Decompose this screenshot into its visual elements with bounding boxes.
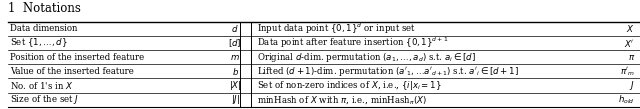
Text: $\pi'_m$: $\pi'_m$	[620, 65, 635, 78]
Text: $[d]$: $[d]$	[228, 37, 242, 49]
Text: Value of the inserted feature: Value of the inserted feature	[10, 67, 134, 76]
Text: $b$: $b$	[232, 66, 239, 77]
Text: 1  Notations: 1 Notations	[8, 2, 81, 15]
Text: $m$: $m$	[230, 53, 240, 62]
Text: Lifted $(d+1)$-dim. permutation $(a'_1,\ldots a'_{d+1})$ s.t. $a'_i \in [d+1]$: Lifted $(d+1)$-dim. permutation $(a'_1,\…	[257, 65, 519, 78]
Text: Original $d$-dim. permutation $(a_1,\ldots,a_d)$ s.t. $a_i \in [d]$: Original $d$-dim. permutation $(a_1,\ldo…	[257, 51, 476, 64]
Text: Data dimension: Data dimension	[10, 24, 77, 33]
Text: $\pi$: $\pi$	[628, 53, 635, 62]
Text: Set $\{1,\ldots,d\}$: Set $\{1,\ldots,d\}$	[10, 37, 68, 49]
Text: $|J|$: $|J|$	[230, 93, 240, 106]
Text: Size of the set $J$: Size of the set $J$	[10, 93, 79, 106]
Text: $|X|$: $|X|$	[229, 79, 241, 92]
Text: No. of 1's in $X$: No. of 1's in $X$	[10, 80, 74, 91]
Text: $X$: $X$	[627, 23, 635, 34]
Text: Data point after feature insertion $\{0,1\}^{d+1}$: Data point after feature insertion $\{0,…	[257, 36, 449, 50]
Text: $d$: $d$	[232, 23, 239, 34]
Text: Set of non-zero indices of $X$, i.e., $\{i|x_i=1\}$: Set of non-zero indices of $X$, i.e., $\…	[257, 79, 442, 92]
Text: $h_{old}$: $h_{old}$	[618, 94, 635, 106]
Text: minHash of $X$ with $\pi$, i.e., minHash$_\pi(X)$: minHash of $X$ with $\pi$, i.e., minHash…	[257, 94, 428, 106]
Text: Input data point $\{0,1\}^d$ or input set: Input data point $\{0,1\}^d$ or input se…	[257, 22, 417, 36]
Text: $X'$: $X'$	[625, 38, 635, 49]
Text: $J$: $J$	[629, 79, 635, 92]
Text: Position of the inserted feature: Position of the inserted feature	[10, 53, 145, 62]
